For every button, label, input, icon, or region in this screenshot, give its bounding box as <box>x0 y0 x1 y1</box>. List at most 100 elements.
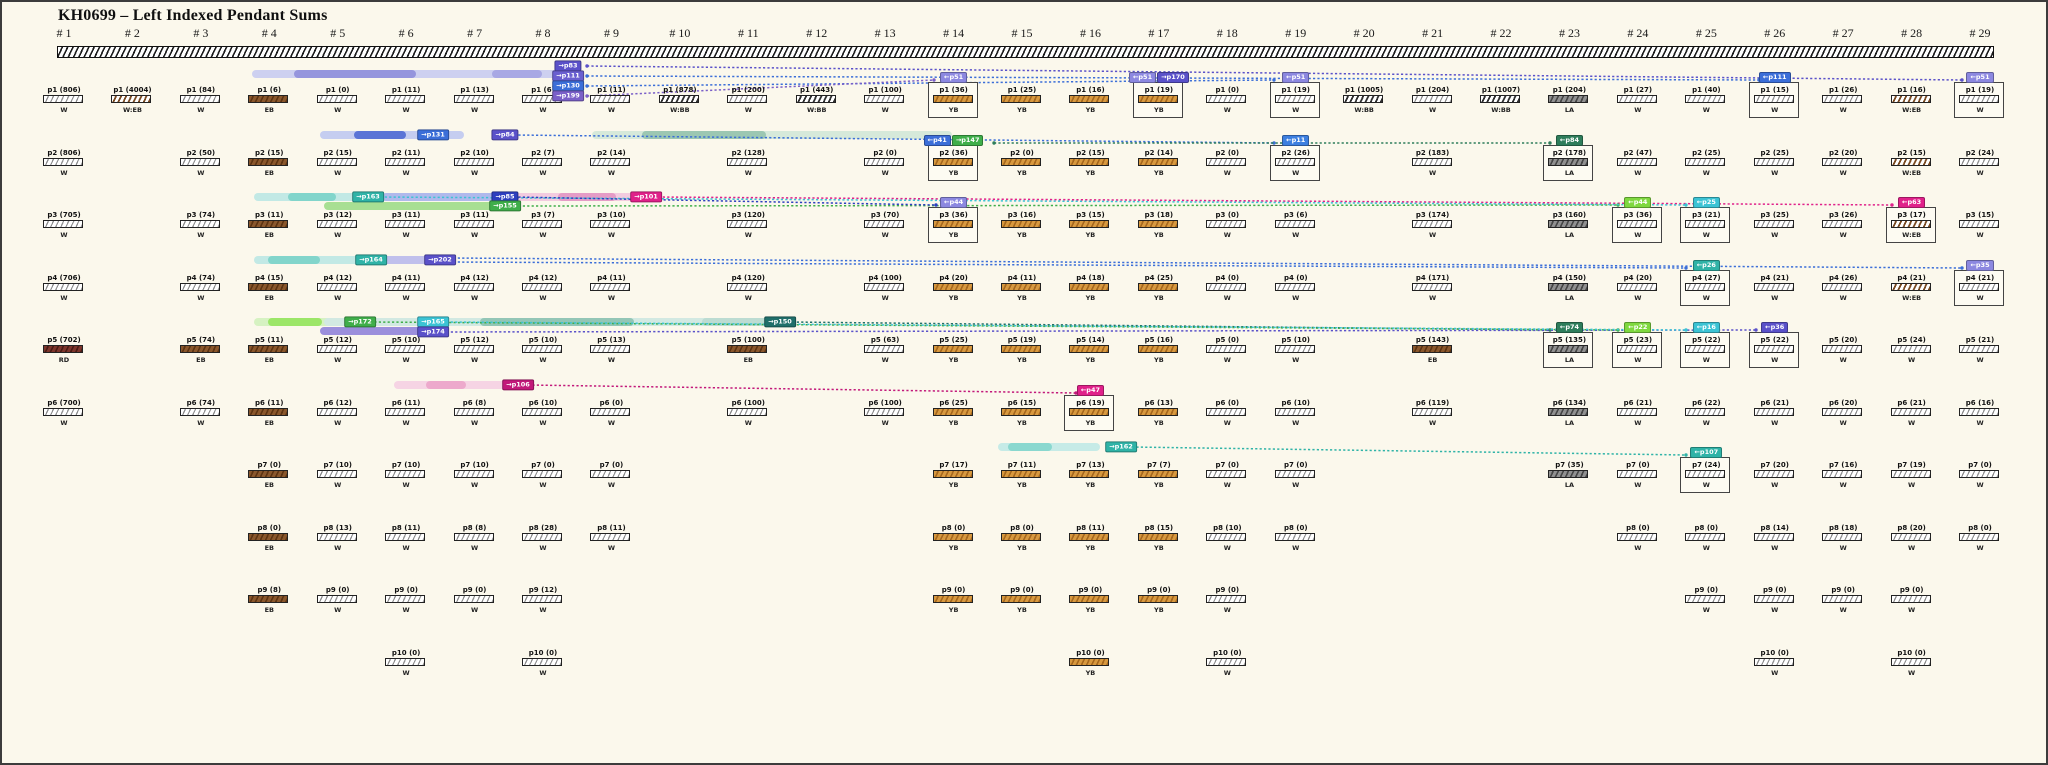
cell-p1-col20: p1 (1005) W:BB <box>1334 86 1394 116</box>
cell-box <box>453 283 494 291</box>
column-header: # 21 <box>1422 26 1444 40</box>
column-header: # 4 <box>261 26 277 40</box>
cell-p8-col28: p8 (20) W <box>1882 524 1942 554</box>
column-header: # 20 <box>1353 26 1375 40</box>
cell-box <box>111 95 152 103</box>
cell-p9-col27: p9 (0) W <box>1813 586 1873 616</box>
cell-caption: EB <box>264 481 274 489</box>
cell-caption: W <box>470 231 479 239</box>
cell-p1-col19: ←p51 p1 (19) W <box>1266 72 1326 118</box>
cell-p2-col23: ←p84 p2 (178) LA <box>1539 135 1599 181</box>
cell-label: p2 (25) <box>1692 149 1721 157</box>
cell-caption: W <box>744 106 752 114</box>
cell-caption: W:EB <box>1902 106 1922 114</box>
cell-p2-col7: p2 (10) W <box>445 149 505 179</box>
cell-box <box>1685 345 1726 353</box>
span-bar <box>324 202 504 210</box>
cell-caption: W <box>197 231 205 239</box>
cell-p1-col21: p1 (204) W <box>1403 86 1463 116</box>
cell-p6-col13: p6 (100) W <box>855 399 915 429</box>
cell-box <box>590 95 631 103</box>
cell-caption: W <box>1634 544 1642 552</box>
cell-caption: W:EB <box>1902 169 1922 177</box>
cell-box <box>1069 158 1110 166</box>
cell-caption: W <box>1771 419 1779 427</box>
cell-label: p10 (0) <box>1760 649 1789 657</box>
cell-p1-col12: p1 (443) W:BB <box>787 86 847 116</box>
cell-caption: W <box>1223 106 1231 114</box>
cell-p7-col18: p7 (0) W <box>1197 461 1257 491</box>
cell-label: p7 (17) <box>939 461 968 469</box>
cell-box <box>453 345 494 353</box>
cell-caption: YB <box>948 356 959 364</box>
cell-box <box>43 158 83 166</box>
cell-box <box>248 408 289 416</box>
cell-box <box>1890 345 1931 353</box>
cell-label: p10 (0) <box>391 649 421 657</box>
cell-p7-col4: p7 (0) EB <box>239 461 299 491</box>
cell-box <box>1274 408 1315 416</box>
cell-label: p2 (806) <box>47 149 81 157</box>
cell-caption: W <box>402 419 410 427</box>
cell-box <box>1274 95 1315 103</box>
cell-caption: W <box>1702 606 1710 614</box>
cell-box <box>1137 533 1178 541</box>
cell-box <box>316 408 357 416</box>
cell-label: p1 (19) <box>1144 86 1174 94</box>
cell-caption: W <box>1223 356 1231 364</box>
cell-label: p5 (135) <box>1552 336 1587 344</box>
cell-caption: W <box>1634 106 1642 114</box>
cell-label: p6 (21) <box>1897 399 1926 407</box>
cell-box <box>385 158 426 166</box>
cell-p3-col17: p3 (18) YB <box>1129 211 1189 241</box>
ref-tag: ←p51 <box>1282 72 1310 84</box>
cell-p5-col9: p5 (13) W <box>581 336 641 366</box>
cell-box <box>590 158 631 166</box>
cell-box <box>179 345 220 353</box>
cell-caption: LA <box>1564 169 1575 177</box>
cell-caption: W <box>1634 169 1642 177</box>
cell-caption: YB <box>948 606 959 614</box>
cell-box <box>1890 158 1931 166</box>
span-bar <box>320 327 434 335</box>
cell-box <box>1274 158 1315 166</box>
cell-p2-col15: p2 (0) YB <box>992 149 1052 179</box>
cell-label: p8 (8) <box>462 524 487 532</box>
cell-caption: W <box>470 481 479 489</box>
cell-caption: W <box>1908 481 1916 489</box>
cell-label: p8 (0) <box>257 524 282 532</box>
cell-label: p3 (12) <box>323 211 352 219</box>
cell-p2-col29: p2 (24) W <box>1950 149 2010 179</box>
ref-tag: →p131 <box>417 129 449 141</box>
cell-p5-col5: p5 (12) W <box>308 336 368 366</box>
cell-box <box>179 220 220 228</box>
cell-p6-col9: p6 (0) W <box>581 399 641 429</box>
cell-label: p8 (14) <box>1760 524 1789 532</box>
cell-label: p7 (0) <box>1283 461 1308 469</box>
cell-tag-row: ←p84 <box>1529 135 1609 147</box>
cell-label: p4 (74) <box>186 274 216 282</box>
cell-p7-col17: p7 (7) YB <box>1129 461 1189 491</box>
cell-caption: W <box>744 231 752 239</box>
cell-box <box>1001 283 1042 291</box>
cell-caption: YB <box>1017 419 1027 427</box>
cell-label: p10 (0) <box>1213 649 1242 657</box>
ref-tag: →p147 <box>951 135 984 147</box>
cell-p2-col25: p2 (25) W <box>1676 149 1736 179</box>
cell-p3-col11: p3 (120) W <box>718 211 778 241</box>
cell-caption: W:BB <box>806 106 827 114</box>
cell-label: p5 (23) <box>1623 336 1653 344</box>
cell-label: p4 (0) <box>1283 274 1308 282</box>
cell-box <box>1890 408 1931 416</box>
cell-p3-col26: p3 (25) W <box>1745 211 1805 241</box>
cell-label: p1 (204) <box>1552 86 1587 94</box>
column-header: # 8 <box>535 26 551 40</box>
cell-p5-col15: p5 (19) YB <box>992 336 1052 366</box>
cell-p9-col15: p9 (0) YB <box>992 586 1052 616</box>
cell-box <box>1001 345 1042 353</box>
cell-box <box>1890 533 1931 541</box>
ref-tag: →p174 <box>417 326 449 338</box>
cell-p4-col8: p4 (12) W <box>513 274 573 304</box>
cell-caption: W <box>402 356 410 364</box>
cell-caption: W <box>1839 231 1847 239</box>
